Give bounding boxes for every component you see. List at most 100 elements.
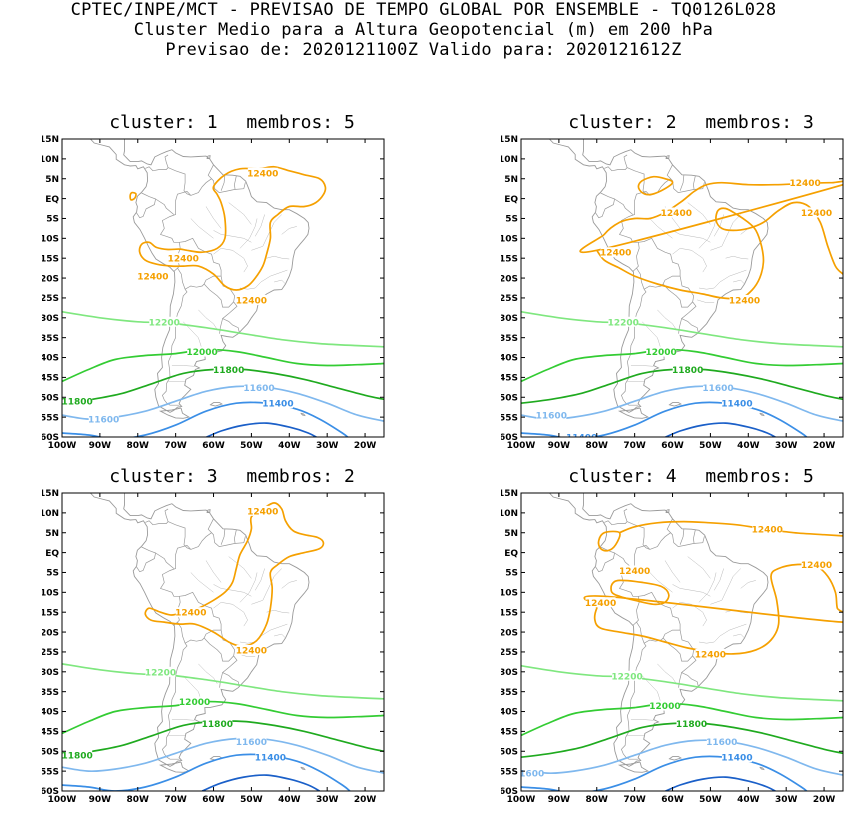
lat-tick-label: 60S xyxy=(501,787,518,797)
lon-tick-label: 60W xyxy=(202,441,225,451)
country-border xyxy=(649,518,673,550)
state-border xyxy=(687,202,711,225)
contour-label-bg xyxy=(262,398,293,409)
contour-label: 12000 xyxy=(649,702,680,712)
lat-tick-label: 30S xyxy=(501,314,518,324)
contour-label: 11600 xyxy=(702,384,733,394)
contour-label-bg xyxy=(672,364,703,375)
contour-line-12200 xyxy=(62,310,384,348)
lon-tick-label: 100W xyxy=(507,795,536,805)
country-border xyxy=(595,192,616,219)
lat-tick-label: 45S xyxy=(42,728,59,738)
state-border xyxy=(710,568,741,605)
country-border xyxy=(632,242,640,272)
state-border xyxy=(171,365,195,367)
cluster-label: cluster: xyxy=(109,112,196,133)
lon-tick-label: 70W xyxy=(164,441,187,451)
lon-tick-label: 20W xyxy=(354,441,377,451)
contour-label-bg xyxy=(790,177,821,188)
contour-line-12400 xyxy=(579,180,843,254)
contour-label-bg xyxy=(236,644,267,655)
country-border xyxy=(159,191,192,243)
contour-label: 12400 xyxy=(168,255,199,265)
lat-tick-label: 10S xyxy=(42,235,59,245)
state-border xyxy=(657,309,677,330)
lon-tick-label: 100W xyxy=(48,795,77,805)
lat-tick-label: 10S xyxy=(42,589,59,599)
coastline xyxy=(158,407,191,419)
coastline xyxy=(206,509,211,513)
country-border xyxy=(678,318,682,334)
lon-tick-label: 60W xyxy=(202,795,225,805)
state-border xyxy=(672,584,711,597)
lon-tick-label: 20W xyxy=(813,795,836,805)
lat-tick-label: 5N xyxy=(504,529,518,539)
contour-line-11600 xyxy=(62,737,384,774)
state-border xyxy=(198,309,218,330)
country-border xyxy=(626,167,650,196)
contour-label-bg xyxy=(801,207,832,218)
lat-tick-label: 60S xyxy=(42,787,59,797)
coastline xyxy=(206,155,211,159)
contour-label-bg xyxy=(243,382,274,393)
contour-line-12400 xyxy=(637,175,674,196)
contour-line-12400 xyxy=(138,165,327,291)
map-frame xyxy=(520,138,844,438)
map-plot-area: 1240012400124001240012200120001180011800… xyxy=(62,139,384,437)
state-border xyxy=(657,663,677,684)
country-border xyxy=(614,552,634,569)
country-border xyxy=(693,529,696,544)
members-count: 5 xyxy=(343,112,355,133)
contour-label: 11400 xyxy=(262,400,293,410)
members-count: 5 xyxy=(802,466,814,487)
contour-label-bg xyxy=(149,316,180,327)
contour-label: 12400 xyxy=(619,567,650,577)
contour-label: 11600 xyxy=(243,384,274,394)
lon-tick-label: 70W xyxy=(623,441,646,451)
country-border xyxy=(179,591,222,631)
contour-label-bg xyxy=(695,648,726,659)
state-border xyxy=(239,269,288,290)
lat-tick-label: 40S xyxy=(501,354,518,364)
contour-line-12000 xyxy=(62,348,384,383)
country-border xyxy=(161,267,188,406)
contour-label-bg xyxy=(137,271,168,282)
country-border xyxy=(632,596,640,626)
geopotential-map: 12400 12400 12400 12400 12400 12200 12000 11800… xyxy=(501,135,844,451)
country-border xyxy=(693,175,696,190)
state-border xyxy=(228,202,252,225)
contour-label-bg xyxy=(236,294,267,305)
panel-title: cluster: 4 membros: 5 xyxy=(501,467,847,487)
contour-label-bg xyxy=(706,736,737,747)
country-border xyxy=(179,237,222,277)
lon-tick-label: 90W xyxy=(548,795,571,805)
country-border xyxy=(136,546,157,573)
state-border xyxy=(190,218,214,239)
contour-label: 11800 xyxy=(676,720,707,730)
lon-tick-label: 100W xyxy=(507,441,536,451)
country-border xyxy=(145,508,169,526)
geopotential-map: 1240012400124001240012200120001180011800… xyxy=(42,135,385,451)
state-border xyxy=(698,623,747,644)
contour-label-bg xyxy=(646,346,677,357)
country-border xyxy=(670,178,705,193)
contour-label-bg xyxy=(661,207,692,218)
lat-tick-label: 10S xyxy=(501,589,518,599)
lat-tick-label: 15N xyxy=(42,489,59,499)
country-border xyxy=(159,545,192,597)
lon-tick-label: 40W xyxy=(278,795,301,805)
contour-line-12400 xyxy=(583,563,843,655)
country-border xyxy=(167,521,191,550)
country-border xyxy=(679,174,685,191)
state-border xyxy=(698,218,717,249)
contour-label: 11600 xyxy=(513,770,544,780)
lon-tick-label: 30W xyxy=(316,795,339,805)
lat-tick-label: 5S xyxy=(505,215,518,225)
country-border xyxy=(161,621,188,760)
panel-title: cluster: 2 membros: 3 xyxy=(501,113,847,133)
country-border xyxy=(234,175,237,190)
contour-label: 12200 xyxy=(149,318,180,328)
state-border xyxy=(733,279,745,285)
lat-tick-label: EQ xyxy=(45,195,59,205)
contour-line-11600 xyxy=(521,739,843,776)
